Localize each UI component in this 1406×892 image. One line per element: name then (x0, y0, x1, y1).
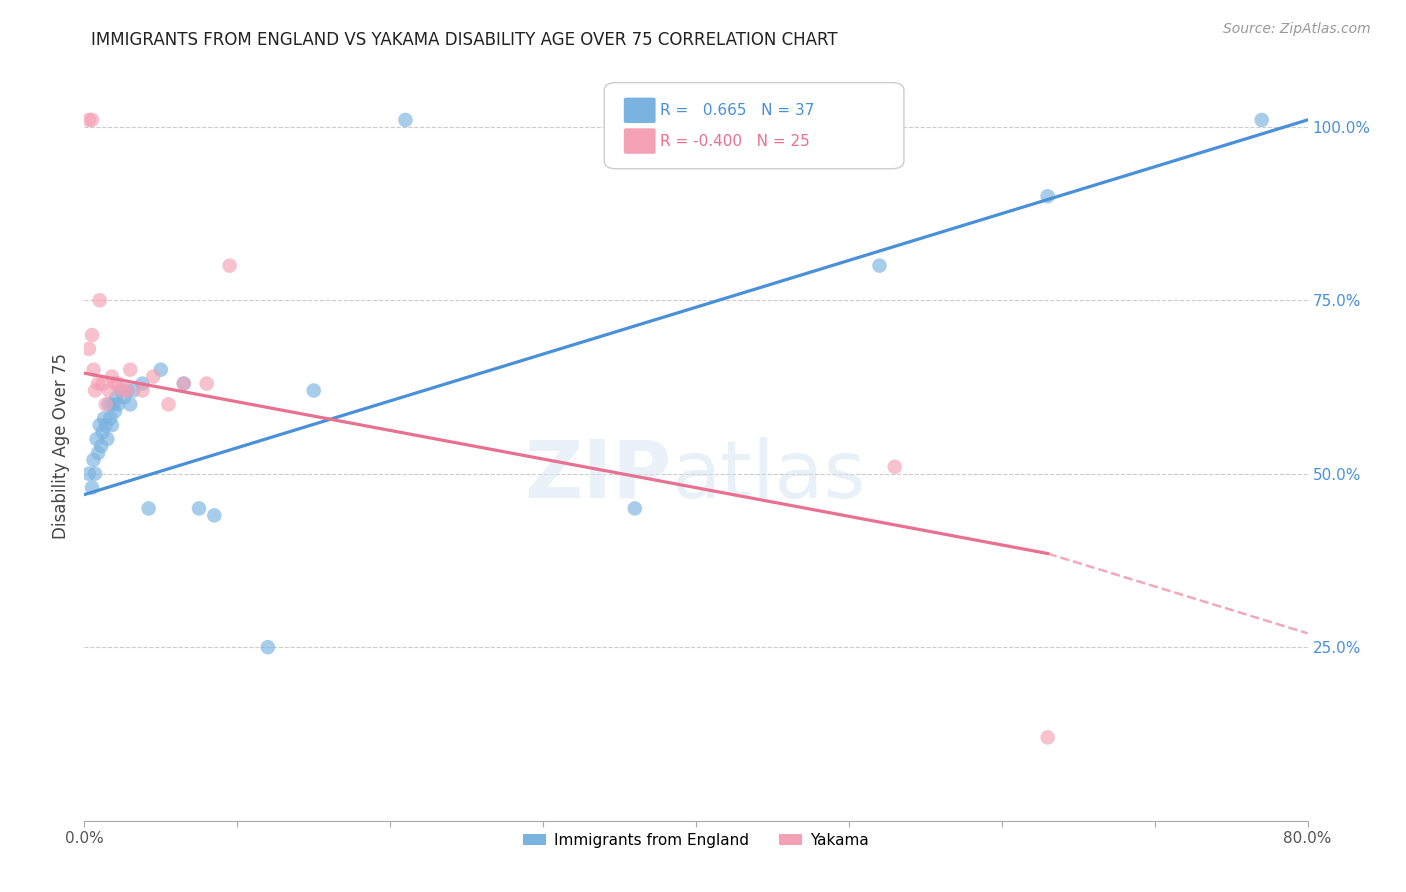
Point (120, 397, 142, 411)
Point (94, 397, 117, 411)
Point (115, 384, 138, 398)
Point (101, 369, 124, 384)
Point (91, 425, 114, 439)
Point (173, 376, 195, 391)
Point (142, 369, 165, 384)
Point (97, 397, 120, 411)
Point (91, 376, 114, 391)
Point (87, 376, 110, 391)
Point (98, 411, 121, 425)
Point (104, 404, 127, 418)
Point (107, 376, 129, 391)
Point (84, 467, 107, 481)
Point (83, 453, 105, 467)
Point (84, 384, 107, 398)
Point (86, 432, 108, 446)
Point (302, 384, 325, 398)
Point (131, 376, 153, 391)
Point (77, 467, 100, 481)
Point (90, 439, 112, 453)
Point (122, 384, 145, 398)
Point (77, 112, 100, 127)
Point (97, 384, 120, 398)
Point (107, 397, 129, 411)
Point (624, 501, 647, 516)
Text: R = -0.400   N = 25: R = -0.400 N = 25 (661, 134, 810, 149)
Point (104, 376, 127, 391)
Point (80, 481, 103, 495)
Text: R =   0.665   N = 37: R = 0.665 N = 37 (661, 103, 815, 118)
Point (1250, 112, 1272, 127)
Point (883, 459, 905, 474)
Point (115, 384, 138, 398)
Point (80, 328, 103, 343)
Point (131, 384, 153, 398)
Point (120, 362, 142, 376)
Point (202, 508, 225, 523)
Point (138, 501, 160, 516)
Point (149, 362, 172, 376)
Point (1036, 189, 1059, 203)
Y-axis label: Disability Age Over 75: Disability Age Over 75 (52, 353, 70, 539)
Point (103, 397, 125, 411)
FancyBboxPatch shape (624, 128, 655, 153)
Point (1036, 731, 1059, 745)
Point (80, 112, 103, 127)
Text: ZIP: ZIP (524, 437, 672, 515)
Point (173, 376, 195, 391)
Point (112, 391, 135, 405)
Point (869, 259, 891, 273)
Point (218, 259, 240, 273)
Point (94, 418, 117, 433)
Point (101, 418, 124, 433)
Point (394, 112, 416, 127)
Point (257, 640, 280, 655)
Point (83, 362, 105, 376)
Point (89, 418, 111, 433)
Text: IMMIGRANTS FROM ENGLAND VS YAKAMA DISABILITY AGE OVER 75 CORRELATION CHART: IMMIGRANTS FROM ENGLAND VS YAKAMA DISABI… (91, 31, 838, 49)
Point (188, 501, 211, 516)
FancyBboxPatch shape (605, 83, 904, 169)
Point (195, 376, 218, 391)
Point (77, 342, 100, 356)
Point (89, 293, 111, 308)
FancyBboxPatch shape (624, 97, 655, 123)
Point (111, 384, 134, 398)
Text: atlas: atlas (672, 437, 866, 515)
Point (96, 432, 118, 446)
Point (157, 397, 180, 411)
Point (110, 384, 132, 398)
Point (87, 446, 110, 460)
Point (105, 391, 128, 405)
Legend: Immigrants from England, Yakama: Immigrants from England, Yakama (517, 827, 875, 855)
Point (93, 411, 115, 425)
Text: Source: ZipAtlas.com: Source: ZipAtlas.com (1223, 22, 1371, 37)
